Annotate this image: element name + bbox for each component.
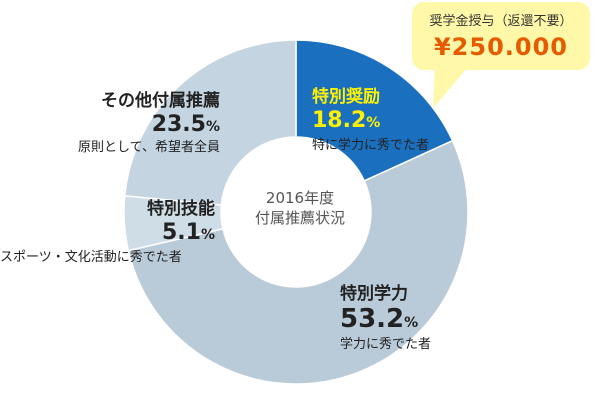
slice-percent: 5.1%: [161, 219, 215, 245]
slice-note: 特に学力に秀でた者: [312, 137, 430, 153]
slice-category: 特別技能: [147, 199, 215, 219]
center-label-year: 2016年度: [265, 189, 335, 207]
slice-percent: 18.2%: [312, 107, 381, 133]
slice-percent: 23.5%: [151, 111, 220, 137]
callout-title: 奨学金授与（返還不要）: [429, 14, 573, 29]
donut-center-label: 2016年度 付属推薦状況: [225, 188, 375, 229]
slice-category: 特別奨励: [312, 87, 380, 107]
callout-amount: ¥250.000: [433, 33, 568, 61]
slice-label-sonota: その他付属推薦 23.5% 原則として、希望者全員: [20, 91, 220, 156]
slice-category: 特別学力: [340, 284, 408, 304]
slice-label-tokubetsu-gakuryoku: 特別学力 53.2% 学力に秀でた者: [340, 284, 432, 353]
slice-note: 学力に秀でた者: [340, 337, 432, 353]
scholarship-callout: 奨学金授与（返還不要） ¥250.000: [412, 2, 590, 70]
slice-note: スポーツ・文化活動に秀でた者: [0, 249, 182, 265]
donut-slice-3: [123, 39, 297, 206]
slice-category: その他付属推薦: [101, 91, 220, 111]
slice-percent: 53.2%: [340, 303, 419, 334]
slice-label-tokubetsu-gino: 特別技能 5.1% スポーツ・文化活動に秀でた者: [0, 199, 215, 266]
slice-label-tokubetsu-shorei: 特別奨励 18.2% 特に学力に秀でた者: [312, 87, 430, 154]
donut-slice-1: [127, 139, 469, 385]
donut-slice-0: [295, 39, 454, 182]
slice-note: 原則として、希望者全員: [78, 139, 220, 155]
center-label-title: 付属推薦状況: [254, 209, 345, 228]
